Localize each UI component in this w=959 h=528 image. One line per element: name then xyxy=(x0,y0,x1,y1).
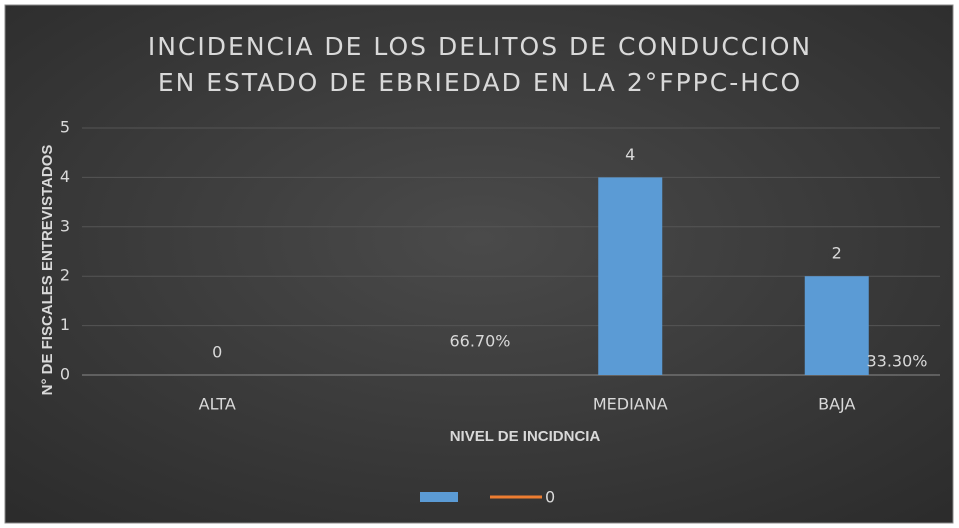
chart-title: EN ESTADO DE EBRIEDAD EN LA 2°FPPC-HCO xyxy=(158,68,802,97)
y-tick-label: 5 xyxy=(60,118,70,137)
annotation: 33.30% xyxy=(866,352,927,371)
chart-background xyxy=(4,4,954,524)
y-tick-label: 1 xyxy=(60,315,70,334)
x-tick-label: BAJA xyxy=(818,395,855,414)
x-tick-label: ALTA xyxy=(199,395,236,414)
data-label: 2 xyxy=(832,244,842,263)
chart-title: INCIDENCIA DE LOS DELITOS DE CONDUCCION xyxy=(148,32,812,61)
bar xyxy=(804,276,869,375)
annotation: 66.70% xyxy=(449,332,510,351)
y-axis-title: N° DE FISCALES ENTREVISTADOS xyxy=(39,145,56,396)
legend-label: 0 xyxy=(545,488,555,507)
bar xyxy=(598,177,663,375)
y-tick-label: 0 xyxy=(60,365,70,384)
data-label: 0 xyxy=(212,343,222,362)
x-axis-title: NIVEL DE INCIDNCIA xyxy=(450,428,601,445)
legend-swatch xyxy=(420,492,458,502)
y-tick-label: 4 xyxy=(60,167,70,186)
x-tick-label: MEDIANA xyxy=(593,395,668,414)
data-label: 4 xyxy=(625,145,635,164)
y-tick-label: 2 xyxy=(60,266,70,285)
y-tick-label: 3 xyxy=(60,216,70,235)
